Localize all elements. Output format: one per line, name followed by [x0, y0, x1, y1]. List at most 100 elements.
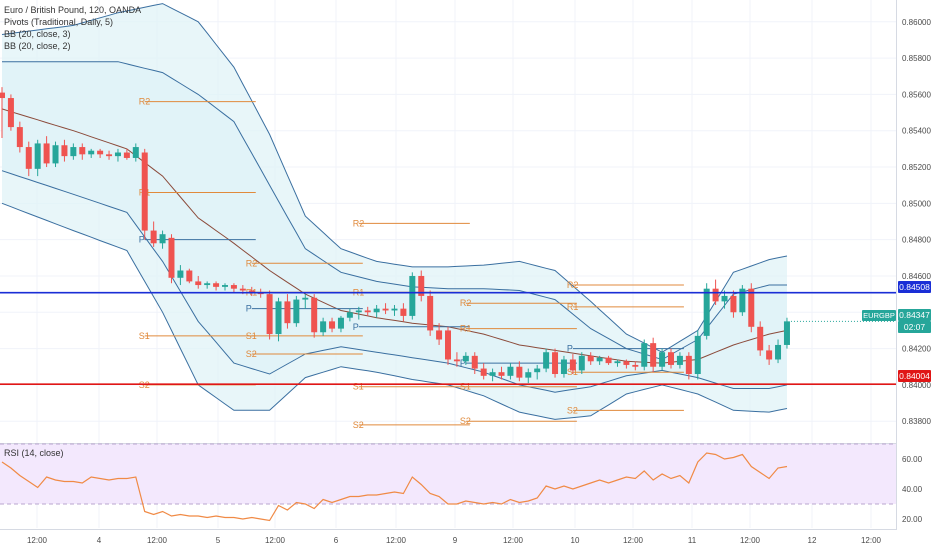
pivot-s1-label: S1	[460, 382, 471, 392]
candle-body	[168, 237, 175, 278]
candle-body	[43, 143, 50, 164]
candle-body	[7, 98, 14, 128]
candle-body	[329, 321, 336, 329]
candle-body	[445, 330, 451, 360]
candle-body	[25, 147, 32, 169]
time-axis-label: 12:00	[27, 536, 48, 545]
candle-body	[79, 147, 86, 155]
pivot-p-label: P	[353, 322, 359, 332]
candle-body	[685, 355, 692, 375]
rsi-axis-label: 40.00	[902, 485, 923, 494]
candle-body	[757, 326, 764, 351]
time-axis-label: 4	[97, 536, 102, 545]
pivot-r2-label: R2	[460, 298, 472, 308]
pivot-s1-label: S1	[139, 331, 150, 341]
candle-body	[712, 288, 719, 302]
candle-body	[605, 357, 612, 364]
pivot-r1-label: R1	[567, 302, 579, 312]
candle-body	[766, 350, 773, 360]
rsi-line	[1, 452, 788, 522]
candle-body	[0, 92, 5, 99]
time-axis-label: 12:00	[623, 536, 644, 545]
candle-body	[132, 147, 139, 158]
candle-body	[569, 359, 576, 371]
candle-body	[650, 343, 657, 367]
candle-body	[498, 372, 505, 376]
pivot-r2-label: R2	[139, 97, 151, 107]
time-axis-label: 12:00	[861, 536, 882, 545]
candle-body	[34, 143, 41, 169]
price-axis-label: 0.85400	[902, 127, 931, 136]
candle-body	[355, 310, 362, 313]
countdown-tag: 02:07	[898, 321, 931, 333]
pivot-r2-label: R2	[246, 258, 258, 268]
candle-body	[346, 312, 353, 318]
legend-symbol: Euro / British Pound, 120, OANDA	[4, 5, 142, 15]
candle-body	[730, 295, 737, 313]
candle-body	[453, 359, 460, 362]
bb3-upper-line	[1, 3, 788, 353]
candle-body	[721, 295, 728, 302]
current-price-tag: 0.84347	[898, 309, 931, 321]
candle-body	[248, 290, 255, 293]
candle-body	[97, 150, 104, 155]
candle-body	[668, 352, 674, 365]
candle-body	[204, 283, 211, 286]
time-axis-label: 11	[688, 536, 697, 545]
time-axis-label: 6	[334, 536, 339, 545]
candle-body	[659, 352, 666, 367]
candle-body	[739, 288, 746, 313]
candle-body	[141, 152, 148, 231]
time-axis-label: 12:00	[503, 536, 524, 545]
candle-body	[320, 321, 327, 333]
candle-body	[525, 372, 532, 378]
candle-body	[534, 368, 541, 373]
pivot-p-label: P	[246, 304, 252, 314]
legend-pivots: Pivots (Traditional, Daily, 5)	[4, 17, 114, 27]
candle-body	[195, 281, 202, 286]
pivot-p-label: P	[567, 344, 573, 354]
candle-body	[471, 355, 478, 369]
candle-body	[552, 352, 559, 375]
candle-body	[222, 285, 228, 287]
candle-body	[373, 308, 380, 313]
rsi-band	[0, 444, 896, 504]
candle-body	[703, 288, 710, 336]
candle-body	[507, 366, 514, 376]
candle-body	[578, 355, 585, 371]
candle-body	[177, 270, 184, 278]
pivot-s2-label: S2	[246, 349, 257, 359]
symbol-tag: EURGBP	[862, 310, 896, 321]
price-axis-label: 0.83800	[902, 417, 931, 426]
candle-body	[489, 372, 496, 376]
candle-body	[516, 366, 523, 378]
candle-body	[311, 297, 318, 333]
candle-body	[88, 150, 95, 155]
candle-body	[641, 343, 648, 367]
candle-body	[775, 344, 782, 360]
candle-body	[266, 294, 273, 335]
rsi-axis-label: 60.00	[902, 455, 923, 464]
pivot-s1-label: S1	[246, 331, 257, 341]
time-axis-label: 10	[571, 536, 580, 545]
candle-body	[436, 330, 443, 340]
price-axis-label: 0.84000	[902, 381, 931, 390]
bb3-lower-line	[1, 202, 788, 420]
price-axis-label: 0.84800	[902, 236, 931, 245]
price-axis-label: 0.85000	[902, 199, 931, 208]
candle-body	[337, 317, 344, 329]
price-axis-label: 0.84200	[902, 345, 931, 354]
price-axis-label: 0.85600	[902, 90, 931, 99]
rsi-axis-label: 20.00	[902, 515, 923, 524]
candle-body	[284, 301, 291, 324]
pivot-p-label: P	[139, 235, 145, 245]
candle-body	[409, 275, 416, 316]
bb2-fill	[2, 61, 787, 393]
candle-body	[364, 310, 371, 313]
blue-line-price-tag: 0.84508	[898, 281, 931, 293]
time-axis-label: 12:00	[265, 536, 286, 545]
candle-body	[293, 299, 300, 324]
time-axis-label: 12:00	[740, 536, 761, 545]
candle-body	[302, 297, 309, 300]
